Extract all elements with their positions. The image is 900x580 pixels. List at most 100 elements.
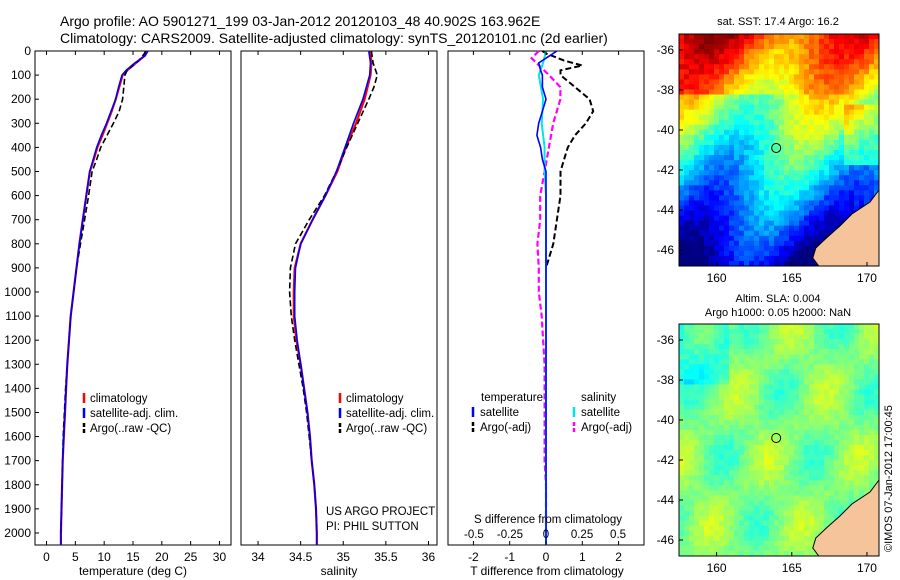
map-cell: [834, 180, 840, 186]
map-cell: [814, 94, 820, 100]
map-cell: [684, 389, 690, 396]
map-cell: [849, 200, 855, 206]
map-cell: [689, 160, 695, 166]
map-cell: [829, 165, 835, 171]
map-cell: [809, 39, 815, 45]
map-cell: [864, 190, 870, 196]
map-cell: [809, 220, 815, 227]
map-cell: [729, 540, 735, 547]
map-cell: [769, 220, 775, 227]
map-cell: [834, 445, 840, 451]
map-cell: [724, 144, 730, 151]
map-cell: [824, 495, 830, 501]
map-cell: [809, 175, 815, 181]
map-cell: [864, 455, 870, 461]
depth-tick-label: 2000: [4, 526, 31, 540]
sla-map-title-line1: Altim. SLA: 0.004: [736, 293, 821, 305]
map-cell: [844, 379, 850, 385]
map-cell: [774, 500, 780, 506]
map-cell: [754, 545, 760, 552]
map-cell: [774, 540, 780, 547]
map-cell: [839, 190, 845, 196]
map-cell: [689, 170, 695, 176]
map-cell: [874, 465, 880, 471]
map-cell: [724, 225, 730, 232]
map-cell: [764, 455, 770, 461]
map-cell: [769, 465, 775, 471]
map-cell: [699, 394, 705, 401]
map-cell: [719, 359, 725, 365]
map-cell: [729, 324, 735, 330]
map-cell: [739, 369, 745, 375]
map-cell: [824, 354, 830, 360]
map-cell: [794, 165, 800, 171]
map-cell: [849, 379, 855, 385]
map-cell: [819, 114, 825, 121]
map-cell: [754, 104, 760, 111]
map-cell: [729, 515, 735, 522]
map-cell: [709, 510, 715, 517]
map-cell: [709, 389, 715, 396]
map-cell: [764, 119, 770, 126]
map-cell: [784, 324, 790, 330]
map-cell: [729, 369, 735, 375]
map-cell: [719, 69, 725, 75]
map-cell: [694, 374, 700, 380]
map-cell: [864, 480, 870, 486]
map-cell: [679, 175, 685, 181]
map-cell: [819, 205, 825, 211]
map-cell: [759, 530, 765, 537]
map-cell: [829, 369, 835, 375]
map-cell: [779, 74, 785, 80]
map-cell: [689, 434, 695, 441]
map-cell: [759, 160, 765, 166]
map-cell: [759, 414, 765, 421]
map-cell: [839, 429, 845, 436]
map-cell: [799, 44, 805, 50]
map-cell: [834, 195, 840, 201]
map-cell: [794, 545, 800, 552]
map-cell: [764, 530, 770, 537]
map-cell: [759, 49, 765, 55]
map-cell: [689, 490, 695, 496]
map-cell: [729, 255, 735, 262]
map-cell: [869, 399, 875, 406]
map-cell: [684, 424, 690, 431]
map-cell: [679, 409, 685, 416]
map-cell: [679, 195, 685, 201]
map-cell: [759, 245, 765, 252]
map-cell: [824, 190, 830, 196]
map-cell: [834, 334, 840, 340]
map-cell: [834, 404, 840, 411]
map-cell: [869, 419, 875, 426]
map-cell: [854, 200, 860, 206]
map-cell: [694, 455, 700, 461]
map-cell: [869, 424, 875, 431]
map-cell: [694, 500, 700, 506]
map-cell: [684, 89, 690, 95]
map-cell: [844, 99, 850, 106]
map-cell: [709, 379, 715, 385]
map-cell: [754, 114, 760, 121]
map-cell: [814, 354, 820, 360]
map-cell: [719, 399, 725, 406]
map-cell: [824, 69, 830, 75]
map-cell: [679, 205, 685, 211]
map-cell: [774, 434, 780, 441]
map-cell: [699, 94, 705, 100]
map-cell: [709, 455, 715, 461]
map-cell: [754, 155, 760, 161]
map-cell: [699, 225, 705, 232]
map-cell: [779, 119, 785, 126]
map-cell: [689, 79, 695, 85]
map-cell: [749, 339, 755, 345]
map-cell: [684, 535, 690, 542]
map-cell: [684, 170, 690, 176]
map-cell: [794, 49, 800, 55]
map-cell: [734, 165, 740, 171]
map-cell: [724, 414, 730, 421]
map-cell: [684, 550, 690, 557]
map-cell: [844, 79, 850, 85]
map-cell: [679, 59, 685, 65]
s-tick-label: -0.25: [497, 529, 523, 541]
